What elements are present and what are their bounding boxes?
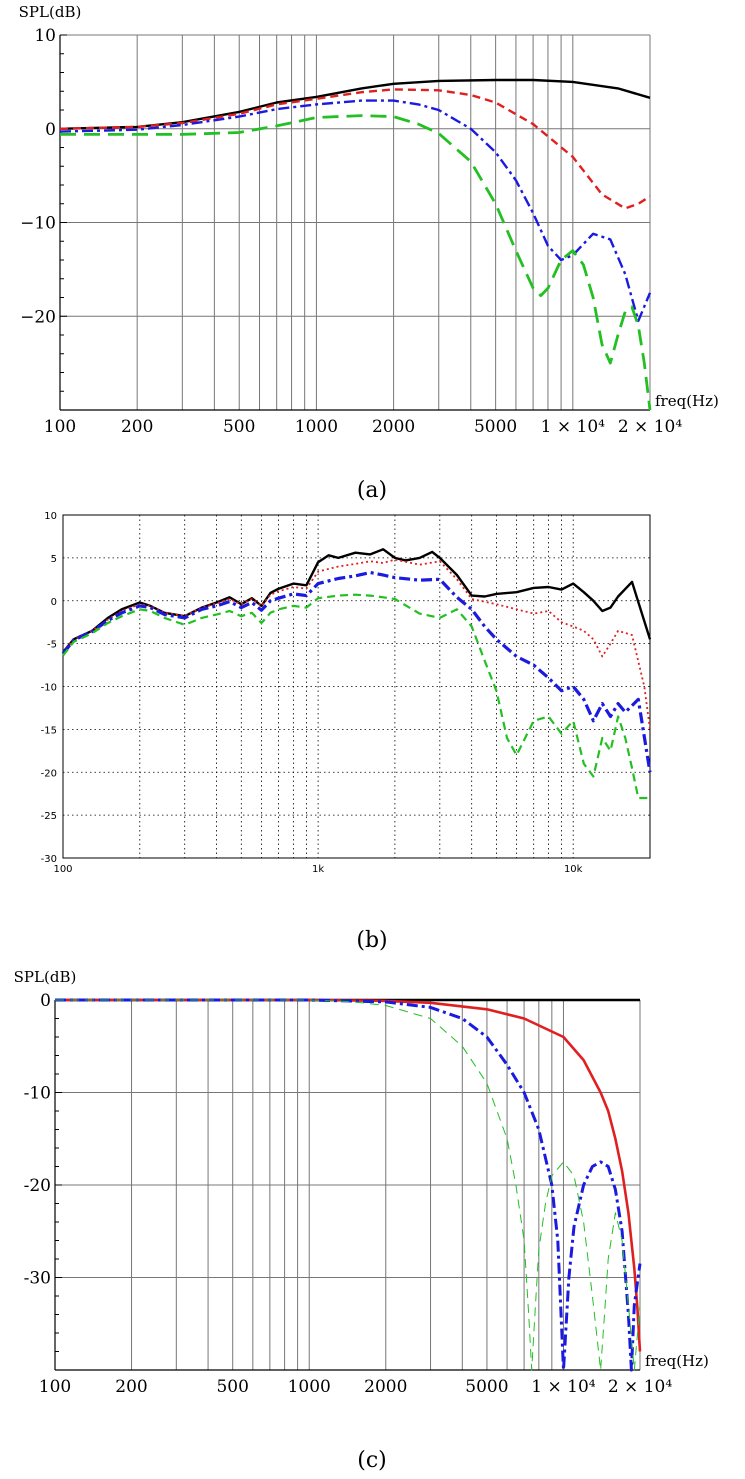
x-axis-title: freq(Hz)	[645, 1352, 709, 1370]
series-line-3	[59, 99, 652, 323]
y-tick-label: 10	[44, 511, 57, 522]
y-tick-label: -5	[47, 640, 57, 651]
x-axis-title: freq(Hz)	[655, 392, 719, 410]
x-tick-label: 100	[44, 417, 76, 437]
x-tick-label: 5000	[465, 1377, 508, 1397]
y-tick-label: -30	[41, 854, 57, 865]
series-line-2	[59, 88, 651, 210]
series-line-4	[60, 114, 652, 411]
y-tick-label: 0	[45, 120, 56, 140]
caption-a: (a)	[357, 478, 387, 503]
series-line-4	[62, 593, 650, 800]
y-tick-label: -10	[41, 683, 57, 694]
series-line-2	[55, 998, 642, 1352]
x-tick-label: 1k	[312, 864, 324, 875]
y-tick-label: 0	[51, 597, 57, 608]
x-tick-label: 1 × 10⁴	[531, 1377, 595, 1397]
y-tick-label: 10	[34, 26, 56, 46]
series-line-4	[55, 999, 641, 1371]
y-tick-label: 5	[51, 554, 57, 565]
x-tick-label: 1000	[288, 1377, 331, 1397]
y-axis-title: SPL(dB)	[14, 968, 77, 986]
plot-frame	[62, 514, 651, 859]
chart-panel-a: 100 200 500 1000 2000 5000 1 × 10⁴ 2 × 10⁴100−1…	[19, 3, 719, 437]
series-line-2	[62, 558, 651, 730]
x-tick-label: 500	[216, 1377, 248, 1397]
y-tick-label: −20	[20, 307, 56, 327]
x-tick-label: 1000	[295, 417, 338, 437]
y-tick-label: -15	[41, 725, 57, 736]
x-tick-label: 10k	[564, 864, 583, 875]
x-tick-label: 2000	[364, 1377, 407, 1397]
x-tick-label: 100	[39, 1377, 71, 1397]
y-tick-label: -20	[24, 1176, 51, 1196]
series-line-1	[62, 548, 652, 653]
y-tick-label: 0	[40, 991, 51, 1011]
y-tick-label: -25	[41, 811, 57, 822]
y-axis-title: SPL(dB)	[19, 3, 82, 21]
x-tick-label: 5000	[474, 417, 517, 437]
y-tick-label: -20	[41, 768, 57, 779]
x-tick-label: 1 × 10⁴	[541, 417, 605, 437]
caption-c: (c)	[357, 1448, 387, 1473]
series-line-3	[61, 570, 652, 773]
chart-panel-b: 100 1k 10k 10 5 0 -5 -10 -15 -20 -25 -30	[41, 511, 652, 875]
chart-panel-c: 100 200 500 1000 2000 5000 1 × 10⁴ 2 × 10⁴ 0 -10 -…	[14, 968, 709, 1397]
x-tick-label: 2 × 10⁴	[608, 1377, 672, 1397]
x-tick-label: 200	[121, 417, 153, 437]
series-line-3	[55, 998, 642, 1372]
y-tick-label: -30	[24, 1269, 51, 1289]
x-tick-label: 2 × 10⁴	[618, 417, 682, 437]
x-tick-label: 2000	[372, 417, 415, 437]
x-tick-label: 100	[53, 864, 72, 875]
y-tick-label: −10	[20, 214, 56, 234]
caption-b: (b)	[356, 928, 387, 953]
x-tick-label: 500	[223, 417, 255, 437]
x-tick-label: 200	[115, 1377, 147, 1397]
y-tick-label: -10	[24, 1084, 51, 1104]
